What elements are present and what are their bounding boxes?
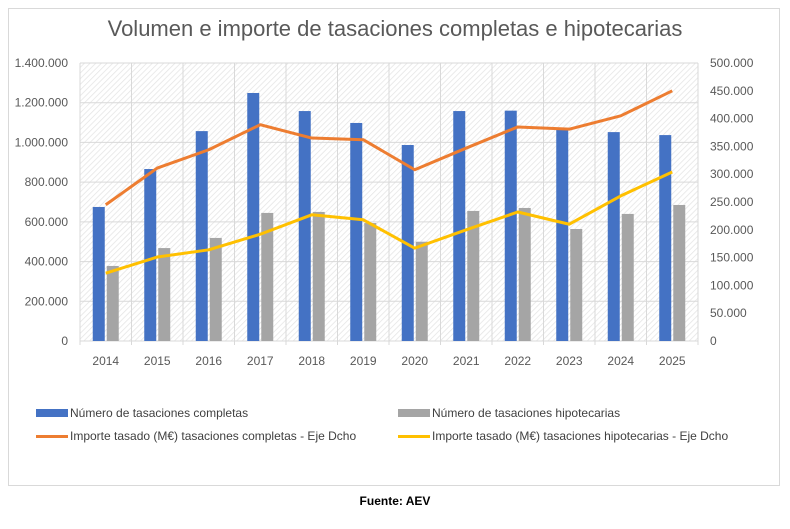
bar-completas [298, 111, 311, 341]
x-tick-label: 2015 [144, 354, 171, 368]
x-tick-label: 2020 [401, 354, 428, 368]
y-right-tick-label: 150.000 [710, 251, 754, 265]
bar-completas [350, 122, 363, 342]
legend-item-completas: Número de tasaciones completas [36, 406, 248, 420]
bar-completas [607, 132, 620, 341]
legend-swatch [36, 434, 68, 438]
x-tick-label: 2021 [453, 354, 480, 368]
y-right-tick-label: 450.000 [710, 84, 754, 98]
bar-hipotecarias [209, 237, 222, 341]
y-right-tick-label: 100.000 [710, 278, 754, 292]
line-importe-completas [104, 89, 673, 207]
bar-hipotecarias [570, 229, 583, 341]
bar-hipotecarias [158, 248, 171, 341]
y-right-tick-label: 300.000 [710, 167, 754, 181]
bar-completas [247, 92, 260, 341]
x-tick-label: 2014 [92, 354, 119, 368]
legend-swatch [36, 409, 68, 417]
bar-completas [556, 127, 569, 341]
bar-hipotecarias [415, 241, 428, 341]
y-right-tick-label: 50.000 [710, 306, 747, 320]
y-right-tick-label: 0 [710, 334, 717, 348]
bar-hipotecarias [364, 223, 377, 341]
legend-label: Importe tasado (M€) tasaciones hipotecar… [432, 429, 729, 443]
bar-completas [504, 110, 517, 342]
y-left-tick-label: 0 [61, 334, 68, 348]
bar-completas [659, 135, 672, 341]
y-right-tick-label: 350.000 [710, 139, 754, 153]
bar-hipotecarias [673, 204, 686, 341]
bar-completas [195, 131, 208, 341]
legend-item-importe-completas: Importe tasado (M€) tasaciones completas… [36, 429, 356, 443]
y-left-tick-label: 800.000 [25, 175, 69, 189]
y-right-tick-label: 250.000 [710, 195, 754, 209]
y-left-tick-label: 1.200.000 [15, 96, 69, 110]
x-tick-label: 2017 [247, 354, 274, 368]
bar-hipotecarias [467, 210, 480, 341]
legend-label: Importe tasado (M€) tasaciones completas… [70, 429, 357, 443]
y-left-tick-label: 600.000 [25, 215, 69, 229]
legend-swatch [398, 434, 430, 438]
y-left-tick-label: 400.000 [25, 255, 69, 269]
bar-completas [453, 111, 466, 341]
x-tick-label: 2023 [556, 354, 583, 368]
x-tick-label: 2024 [607, 354, 634, 368]
bar-hipotecarias [518, 207, 531, 341]
x-tick-label: 2016 [195, 354, 222, 368]
y-left-tick-label: 1.000.000 [15, 135, 69, 149]
bar-hipotecarias [621, 213, 634, 341]
y-right-tick-label: 500.000 [710, 56, 754, 70]
y-right-tick-label: 400.000 [710, 112, 754, 126]
legend-item-importe-hipotecarias: Importe tasado (M€) tasaciones hipotecar… [398, 429, 728, 443]
x-tick-label: 2022 [504, 354, 531, 368]
legend-swatch [398, 409, 430, 417]
bar-hipotecarias [312, 211, 325, 341]
bar-hipotecarias [106, 265, 119, 341]
legend-item-hipotecarias: Número de tasaciones hipotecarias [398, 406, 620, 420]
legend-label: Número de tasaciones completas [70, 406, 249, 420]
bar-hipotecarias [261, 212, 274, 341]
line-importe-hipotecarias [105, 170, 673, 275]
y-right-tick-label: 200.000 [710, 223, 754, 237]
legend-label: Número de tasaciones hipotecarias [432, 406, 621, 420]
bar-completas [144, 169, 157, 341]
y-left-tick-label: 1.400.000 [15, 56, 69, 70]
x-tick-label: 2025 [659, 354, 686, 368]
x-tick-label: 2019 [350, 354, 377, 368]
chart-title: Volumen e importe de tasaciones completa… [107, 16, 683, 41]
source-note: Fuente: AEV [359, 494, 431, 508]
y-left-tick-label: 200.000 [25, 294, 69, 308]
bar-completas [92, 206, 105, 341]
x-tick-label: 2018 [298, 354, 325, 368]
